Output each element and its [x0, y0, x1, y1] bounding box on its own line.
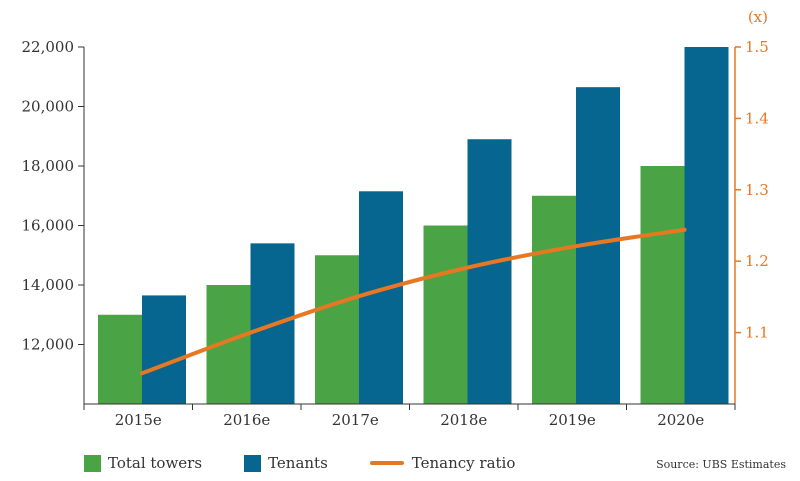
bar-tenants-2015e	[142, 295, 186, 404]
x-tick-label-2016e: 2016e	[223, 411, 270, 429]
y-right-tick-label: 1.1	[745, 324, 769, 342]
right-axis-label: (x)	[748, 8, 768, 26]
x-tick-label-2020e: 2020e	[657, 411, 704, 429]
legend-swatch-tenancy-ratio	[369, 461, 404, 465]
legend-item-tenants: Tenants	[244, 454, 328, 472]
y-right-tick-label: 1.5	[745, 38, 769, 56]
legend-item-total-towers: Total towers	[84, 454, 202, 472]
legend-label-total-towers: Total towers	[108, 454, 203, 472]
bar-total-towers-2015e	[98, 314, 142, 404]
bar-total-towers-2017e	[315, 255, 359, 404]
legend-label-tenancy-ratio: Tenancy ratio	[411, 454, 516, 472]
x-tick-label-2017e: 2017e	[332, 411, 379, 429]
bars-layer	[98, 47, 729, 404]
axes-layer: 12,000 14,000 16,000 18,000 20,000 22,000 1.1 1…	[22, 38, 769, 429]
y-left-tick-label: 12,000	[22, 336, 75, 354]
y-right-tick-label: 1.2	[745, 252, 769, 270]
legend-swatch-total-towers	[84, 454, 101, 472]
x-tick-label-2015e: 2015e	[115, 411, 162, 429]
x-tick-label-2018e: 2018e	[440, 411, 487, 429]
bar-total-towers-2019e	[532, 195, 576, 404]
y-left-tick-label: 20,000	[22, 98, 75, 116]
legend-swatch-tenants	[244, 454, 262, 472]
bar-tenants-2017e	[359, 191, 403, 404]
bar-total-towers-2020e	[640, 166, 685, 404]
legend: Total towers Tenants Tenancy ratio	[84, 454, 557, 472]
y-left-tick-label: 16,000	[22, 217, 75, 235]
bar-tenants-2020e	[684, 47, 729, 404]
tenancy-ratio-line	[140, 227, 687, 376]
y-right-tick-label: 1.4	[745, 109, 769, 127]
legend-item-tenancy-ratio: Tenancy ratio	[369, 454, 516, 472]
line-layer	[140, 227, 687, 376]
bar-tenants-2018e	[467, 139, 512, 404]
y-left-tick-label: 22,000	[22, 38, 75, 56]
x-tick-label-2019e: 2019e	[549, 411, 596, 429]
y-left-tick-label: 18,000	[22, 157, 75, 175]
y-right-tick-label: 1.3	[745, 181, 769, 199]
y-left-tick-label: 14,000	[22, 276, 75, 294]
legend-label-tenants: Tenants	[268, 454, 328, 472]
bar-total-towers-2018e	[423, 225, 468, 404]
source-note: Source: UBS Estimates	[656, 458, 786, 471]
